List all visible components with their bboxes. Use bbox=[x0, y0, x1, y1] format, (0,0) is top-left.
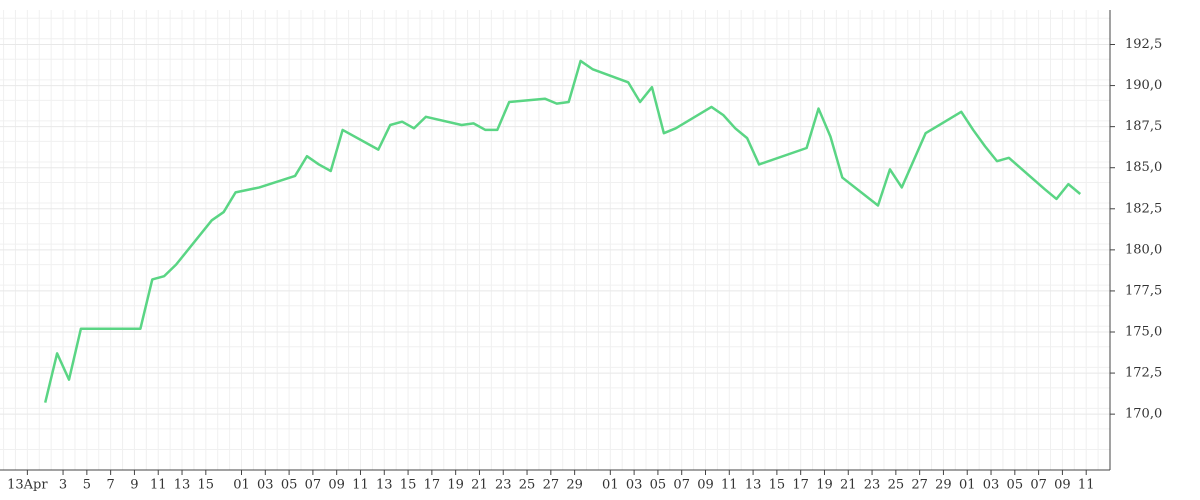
x-tick-label: 05 bbox=[650, 478, 667, 493]
x-tick-label: 19 bbox=[447, 478, 464, 493]
y-tick-label: 172,5 bbox=[1125, 366, 1162, 381]
x-tick-label: 03 bbox=[257, 478, 274, 493]
x-tick-label: 21 bbox=[471, 478, 488, 493]
x-tick-label: 01 bbox=[959, 478, 976, 493]
x-tick-label: 11 bbox=[721, 478, 738, 493]
x-tick-label: 07 bbox=[305, 478, 322, 493]
x-tick-label: 13 bbox=[376, 478, 393, 493]
x-tick-label: 11 bbox=[150, 478, 167, 493]
x-tick-label: 15 bbox=[198, 478, 215, 493]
x-tick-label: 23 bbox=[864, 478, 881, 493]
x-tick-label: 23 bbox=[495, 478, 512, 493]
x-tick-label: 07 bbox=[1030, 478, 1047, 493]
x-tick-label: 3 bbox=[59, 478, 67, 493]
y-tick-label: 180,0 bbox=[1125, 242, 1162, 257]
x-tick-label: 01 bbox=[233, 478, 250, 493]
y-tick-label: 185,0 bbox=[1125, 160, 1162, 175]
x-tick-label: 17 bbox=[792, 478, 809, 493]
x-tick-label: 13Apr bbox=[7, 478, 48, 493]
x-tick-label: 17 bbox=[424, 478, 441, 493]
x-tick-label: 01 bbox=[602, 478, 619, 493]
x-tick-label: 27 bbox=[543, 478, 560, 493]
x-tick-label: 9 bbox=[130, 478, 138, 493]
x-tick-label: 5 bbox=[83, 478, 91, 493]
y-tick-label: 170,0 bbox=[1125, 407, 1162, 422]
x-tick-label: 7 bbox=[107, 478, 115, 493]
x-tick-label: 03 bbox=[626, 478, 643, 493]
x-tick-label: 05 bbox=[1007, 478, 1024, 493]
x-tick-label: 29 bbox=[935, 478, 952, 493]
y-tick-label: 182,5 bbox=[1125, 201, 1162, 216]
x-tick-label: 21 bbox=[840, 478, 857, 493]
x-tick-label: 15 bbox=[769, 478, 786, 493]
x-tick-label: 15 bbox=[400, 478, 417, 493]
y-tick-label: 192,5 bbox=[1125, 37, 1162, 52]
x-tick-label: 27 bbox=[911, 478, 928, 493]
x-tick-label: 11 bbox=[352, 478, 369, 493]
y-tick-label: 187,5 bbox=[1125, 119, 1162, 134]
x-tick-label: 03 bbox=[983, 478, 1000, 493]
x-tick-label: 29 bbox=[566, 478, 583, 493]
x-tick-label: 09 bbox=[1054, 478, 1071, 493]
x-tick-label: 25 bbox=[519, 478, 536, 493]
x-tick-label: 09 bbox=[328, 478, 345, 493]
y-tick-label: 190,0 bbox=[1125, 78, 1162, 93]
y-tick-label: 177,5 bbox=[1125, 283, 1162, 298]
x-tick-label: 13 bbox=[174, 478, 191, 493]
x-tick-label: 19 bbox=[816, 478, 833, 493]
x-tick-label: 13 bbox=[745, 478, 762, 493]
x-tick-label: 07 bbox=[673, 478, 690, 493]
x-tick-label: 09 bbox=[697, 478, 714, 493]
x-tick-label: 11 bbox=[1078, 478, 1095, 493]
price-line bbox=[43, 59, 1082, 403]
x-tick-label: 05 bbox=[281, 478, 298, 493]
x-tick-label: 25 bbox=[888, 478, 905, 493]
y-tick-label: 175,0 bbox=[1125, 325, 1162, 340]
